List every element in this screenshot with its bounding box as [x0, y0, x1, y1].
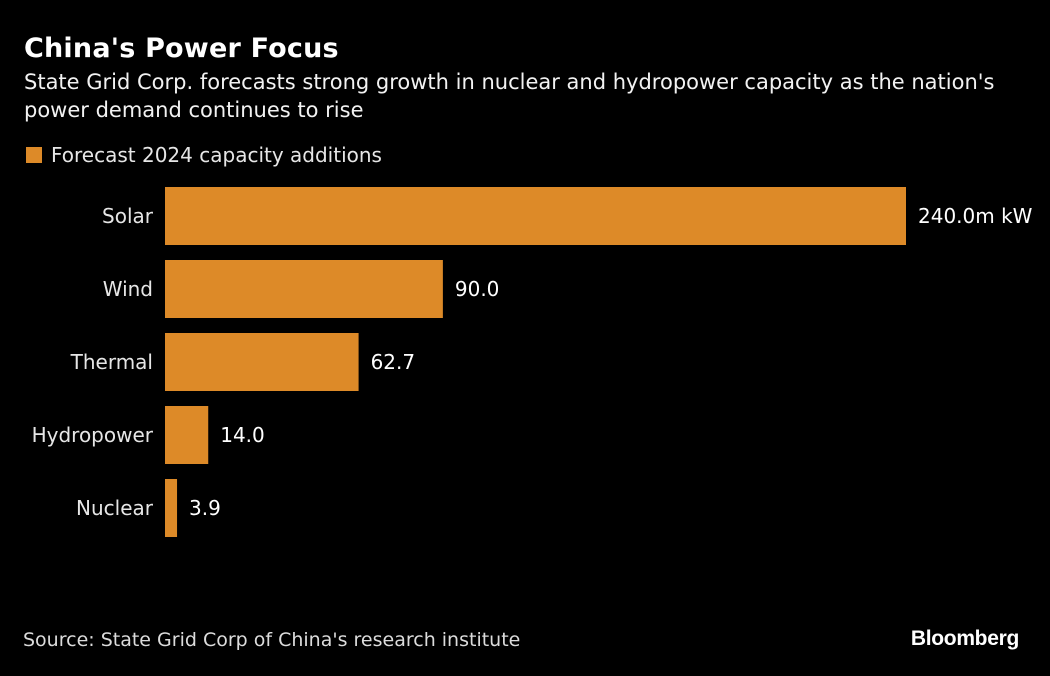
bar-thermal: [165, 333, 359, 391]
chart-title: China's Power Focus: [24, 33, 339, 64]
value-label-hydropower: 14.0: [220, 423, 265, 447]
chart-subtitle: State Grid Corp. forecasts strong growth…: [24, 70, 995, 122]
category-label-hydropower: Hydropower: [32, 423, 154, 447]
bars-layer: Solar 240.0m kW Wind 90.0 Thermal 62.7 Hydropo…: [32, 187, 1033, 537]
category-label-nuclear: Nuclear: [76, 496, 154, 520]
bar-wind: [165, 260, 443, 318]
legend-label: Forecast 2024 capacity additions: [51, 143, 382, 167]
source-note: Source: State Grid Corp of China's resea…: [23, 629, 521, 651]
value-label-wind: 90.0: [455, 277, 500, 301]
bar-nuclear: [165, 479, 178, 537]
value-label-solar: 240.0m kW: [918, 204, 1033, 228]
legend-swatch: [26, 147, 42, 163]
legend: Forecast 2024 capacity additions: [26, 143, 382, 167]
value-label-nuclear: 3.9: [189, 496, 221, 520]
category-label-wind: Wind: [103, 277, 153, 301]
bar-hydropower: [165, 406, 209, 464]
category-label-solar: Solar: [102, 204, 154, 228]
value-label-thermal: 62.7: [371, 350, 416, 374]
category-label-thermal: Thermal: [70, 350, 153, 374]
bloomberg-logo: Bloomberg: [910, 627, 1019, 650]
bar-solar: [165, 187, 906, 245]
